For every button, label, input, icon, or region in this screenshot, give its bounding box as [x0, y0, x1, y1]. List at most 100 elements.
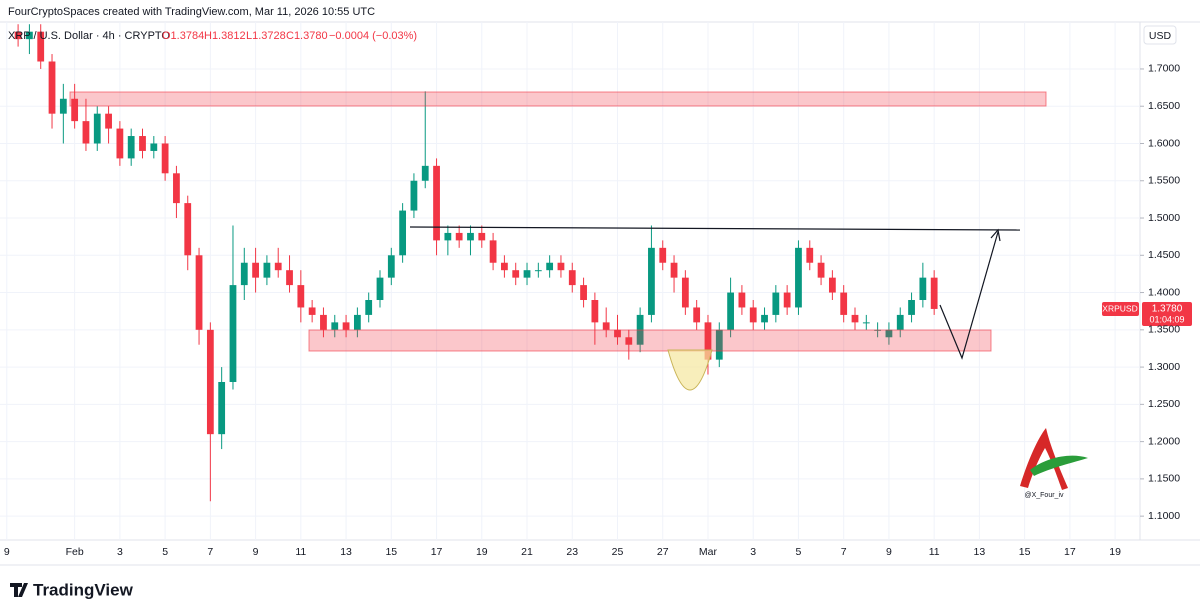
candle-body	[738, 292, 746, 308]
legend-close: C1.3780	[286, 30, 328, 42]
candle-body	[320, 314, 327, 330]
candle-body	[195, 255, 203, 330]
candle-body	[930, 277, 938, 309]
credit: FourCryptoSpaces created with TradingVie…	[8, 6, 375, 18]
candle-body	[218, 381, 226, 435]
y-tick-label: 1.1000	[1148, 510, 1180, 522]
candle-body	[82, 121, 90, 144]
candle-body	[444, 232, 452, 241]
candle-body	[467, 232, 474, 241]
candle-body	[399, 210, 407, 256]
logo-mark	[1020, 428, 1088, 490]
y-tick-label: 1.3500	[1148, 324, 1180, 336]
candle-body	[184, 203, 192, 256]
candle-body	[387, 255, 395, 278]
candle-body	[670, 262, 678, 278]
candle-body	[501, 262, 508, 271]
candle-body	[715, 329, 723, 360]
y-tick-label: 1.6500	[1148, 100, 1180, 112]
candle-body	[806, 247, 814, 263]
x-tick-label: 13	[340, 546, 352, 558]
x-tick-label: 17	[1064, 546, 1076, 558]
legend: XRP / U.S. Dollar · 4h · CRYPTO O1.3784 …	[8, 30, 417, 42]
candle-body	[580, 285, 587, 301]
candle-body	[659, 247, 667, 263]
candle-body	[376, 277, 384, 301]
candle-body	[602, 322, 610, 330]
candle-body	[557, 262, 565, 271]
candle-body	[772, 292, 780, 315]
x-tick-label: 5	[162, 546, 168, 558]
x-tick-label: 3	[117, 546, 123, 558]
candle-body	[919, 277, 927, 301]
brand-logo	[10, 583, 28, 597]
watermark: @X_Four_iv	[1024, 492, 1064, 499]
candle-body	[173, 173, 180, 204]
x-tick-label: 25	[612, 546, 624, 558]
currency[interactable]: USD	[1149, 30, 1172, 42]
x-tick-label: 15	[385, 546, 397, 558]
legend-high: H1.3812	[204, 30, 246, 42]
y-tick-label: 1.4000	[1148, 286, 1180, 298]
logo-red	[1020, 428, 1068, 490]
candle-body	[455, 232, 463, 241]
y-tick-label: 1.6000	[1148, 137, 1180, 149]
range-top-line	[409, 226, 1021, 231]
currency-box[interactable]	[1143, 25, 1177, 45]
plot-area	[0, 22, 1144, 540]
x-tick-label: 7	[841, 546, 847, 558]
candle-body	[26, 31, 33, 40]
candle-body	[365, 300, 373, 315]
x-tick-label: 9	[253, 546, 259, 558]
x-tick-label: 9	[4, 546, 10, 558]
x-tick-label: 13	[974, 546, 986, 558]
x-tick-label: 5	[796, 546, 802, 558]
support-zone	[308, 329, 992, 352]
candle-body	[48, 61, 56, 114]
candle-body	[286, 270, 293, 286]
x-tick-label: 27	[657, 546, 669, 558]
candle-body	[704, 322, 712, 360]
candle-body	[534, 270, 542, 272]
candle-body	[591, 300, 599, 323]
candle-body	[568, 270, 576, 286]
candle-body	[240, 262, 248, 286]
candle-body	[727, 292, 734, 330]
projection-arrow	[939, 228, 1001, 360]
x-tick-label: 11	[295, 546, 306, 558]
x-tick-label: 3	[750, 546, 756, 558]
candle-body	[93, 113, 101, 144]
candle-body	[783, 292, 791, 308]
candle-body	[851, 314, 859, 323]
candle-body	[817, 262, 825, 278]
x-tick-label: 19	[476, 546, 488, 558]
candle-body	[127, 136, 135, 159]
x-tick-label: 7	[207, 546, 213, 558]
legend-change: −0.0004 (−0.03%)	[329, 30, 417, 42]
candle-body	[252, 262, 259, 278]
candle-body	[761, 314, 768, 323]
candle-body	[297, 285, 305, 308]
logo-green	[1030, 455, 1088, 476]
candle-body	[681, 277, 689, 308]
y-tick-label: 1.5000	[1148, 212, 1180, 224]
candle-body	[512, 270, 520, 278]
candle-body	[229, 285, 237, 382]
y-tick-label: 1.5500	[1148, 175, 1180, 187]
legend-low: L1.3728	[246, 30, 286, 42]
symbol-tag	[1102, 302, 1139, 316]
x-tick-label: 23	[566, 546, 578, 558]
y-tick-label: 1.4500	[1148, 249, 1180, 261]
y-tick-label: 1.7000	[1148, 63, 1180, 75]
countdown: 01:04:09	[1149, 314, 1184, 324]
legend-symbol: XRP / U.S. Dollar · 4h · CRYPTO	[8, 30, 170, 42]
candle-body	[331, 322, 339, 330]
candle-body	[263, 262, 271, 278]
candle-body	[648, 247, 655, 315]
brand-name: TradingView	[33, 580, 134, 599]
y-tick-label: 1.3000	[1148, 361, 1180, 373]
candle-body	[150, 143, 158, 151]
x-tick-label: Feb	[66, 546, 84, 558]
candle-body	[489, 240, 497, 263]
candle-body	[206, 329, 214, 435]
